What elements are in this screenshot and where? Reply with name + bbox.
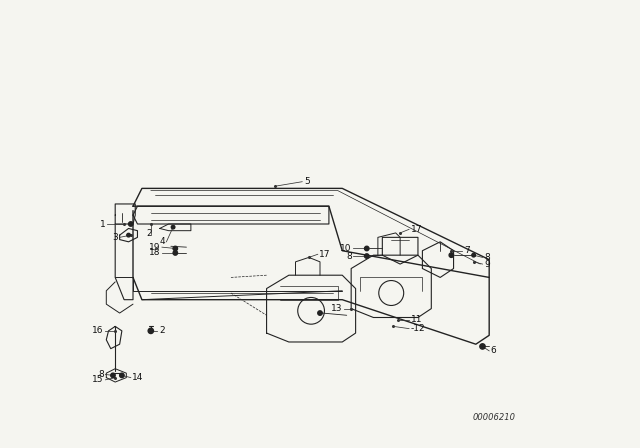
Circle shape (127, 233, 131, 237)
Text: 18: 18 (149, 249, 161, 258)
Text: 1: 1 (100, 220, 106, 228)
Text: 3: 3 (112, 233, 118, 242)
Circle shape (318, 311, 322, 315)
Text: 2: 2 (147, 229, 152, 238)
Circle shape (449, 253, 454, 258)
Text: 9: 9 (484, 259, 490, 268)
Text: 8: 8 (98, 370, 104, 379)
Circle shape (480, 344, 485, 349)
Text: 4: 4 (159, 237, 164, 246)
Text: 8: 8 (346, 252, 352, 261)
Circle shape (173, 246, 177, 251)
Circle shape (472, 254, 476, 257)
Text: 7: 7 (464, 246, 470, 255)
Text: 11: 11 (411, 315, 422, 324)
Text: 17: 17 (411, 225, 422, 234)
Circle shape (365, 254, 369, 258)
Circle shape (173, 251, 177, 255)
Text: 19: 19 (149, 243, 161, 252)
Text: 5: 5 (304, 177, 310, 186)
Text: 2: 2 (159, 326, 164, 336)
Circle shape (111, 373, 115, 378)
Text: 00006210: 00006210 (473, 413, 516, 422)
Text: 6: 6 (491, 346, 497, 355)
Text: 14: 14 (132, 373, 144, 382)
Text: 13: 13 (332, 304, 343, 313)
Text: -12: -12 (411, 324, 425, 333)
Circle shape (365, 246, 369, 251)
Circle shape (148, 328, 154, 333)
Text: 16: 16 (92, 326, 104, 336)
Circle shape (172, 225, 175, 229)
Circle shape (129, 222, 133, 226)
Text: 10: 10 (340, 244, 352, 253)
Circle shape (120, 373, 124, 378)
Text: 17: 17 (319, 250, 331, 259)
Text: 8: 8 (484, 253, 490, 262)
Text: 15: 15 (92, 375, 104, 384)
